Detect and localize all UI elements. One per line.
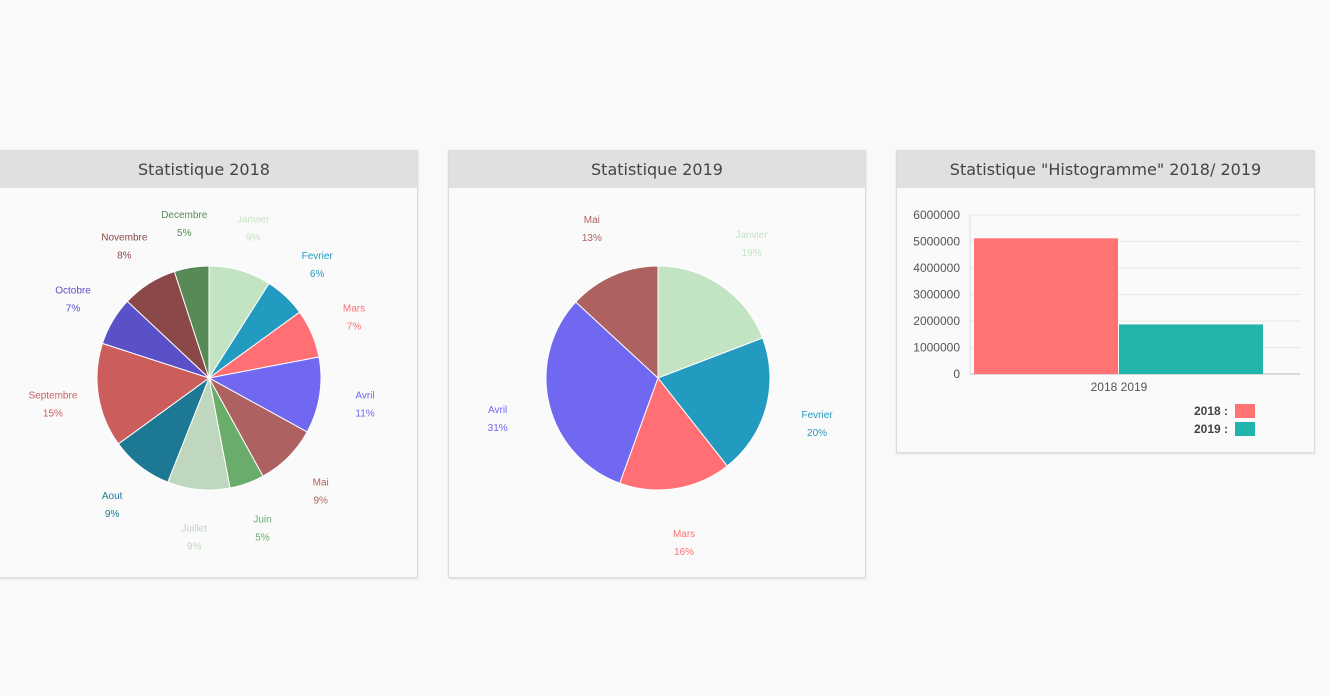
slice-percentage: 9% (187, 541, 202, 552)
slice-label: Septembre (28, 391, 77, 402)
panel-statistique-2019: Statistique 2019 Janvier 19% Fevrier 20% Mar… (448, 150, 866, 578)
slice-label: Fevrier (302, 251, 334, 262)
slice-label: Octobre (55, 286, 91, 297)
slice-percentage: 5% (255, 533, 270, 544)
slice-percentage: 9% (313, 496, 328, 507)
slice-label: Mars (343, 303, 365, 314)
slice-label: Juin (253, 515, 271, 526)
bar-2018[interactable] (974, 238, 1118, 374)
slice-label: Avril (488, 405, 507, 416)
legend-swatch (1235, 422, 1255, 436)
x-category-label: 2018 2019 (1091, 380, 1148, 394)
slice-label: Janvier (735, 230, 768, 241)
slice-percentage: 9% (246, 232, 261, 243)
slice-percentage: 19% (742, 248, 762, 259)
slice-percentage: 16% (674, 547, 694, 558)
slice-percentage: 6% (310, 269, 325, 280)
y-tick-label: 3000000 (913, 288, 960, 302)
slice-label: Mai (313, 478, 329, 489)
y-tick-label: 5000000 (913, 235, 960, 249)
slice-label: Fevrier (801, 410, 833, 421)
y-tick-label: 6000000 (913, 208, 960, 222)
slice-percentage: 20% (807, 428, 827, 439)
panel-histogramme: Statistique "Histogramme" 2018/ 2019 0 10… (896, 150, 1315, 453)
bar-chart-histogramme: 0 1000000 2000000 3000000 4000000 5000000 6000… (913, 208, 1300, 436)
slice-percentage: 15% (43, 409, 63, 420)
legend-swatch (1235, 404, 1255, 418)
pie-chart-2019: Janvier 19% Fevrier 20% Mars 16% Avril 31% Mai 13… (488, 215, 834, 558)
panel-title: Statistique 2019 (449, 151, 865, 188)
slice-label: Mai (584, 215, 600, 226)
pie-chart-2018: Janvier 9% Fevrier 6% Mars 7% Avril 11% Mai 9% Jui… (28, 210, 374, 552)
pie-slice-fevrier[interactable] (657, 337, 771, 467)
panel-title: Statistique "Histogramme" 2018/ 2019 (897, 151, 1314, 188)
slice-label: Novembre (101, 233, 148, 244)
slice-label: Janvier (237, 214, 270, 225)
slice-label: Avril (355, 391, 374, 402)
slice-percentage: 11% (355, 409, 374, 420)
pie-slice-janvier[interactable] (657, 265, 764, 379)
slice-percentage: 7% (66, 304, 81, 315)
panel-title: Statistique 2018 (0, 151, 417, 188)
slice-percentage: 8% (117, 251, 132, 262)
slice-label: Juillet (181, 523, 207, 534)
slice-percentage: 7% (347, 321, 362, 332)
y-tick-label: 1000000 (913, 341, 960, 355)
pie-slice-avril[interactable] (545, 301, 659, 484)
pie-slice-avril[interactable] (207, 356, 322, 433)
pie-slice-mai[interactable] (575, 265, 659, 380)
panel-statistique-2018: Statistique 2018 Janvier 9% Fevrier 6% Mars 7… (0, 150, 418, 578)
slice-label: Mars (673, 529, 695, 540)
pie-slice-decembre[interactable] (173, 265, 210, 379)
y-tick-label: 4000000 (913, 261, 960, 275)
slice-percentage: 5% (177, 228, 192, 239)
legend-label: 2019 : (1194, 422, 1228, 436)
y-tick-label: 0 (953, 367, 960, 381)
slice-label: Decembre (161, 210, 208, 221)
bar-2019[interactable] (1119, 324, 1263, 374)
pie-slice-septembre[interactable] (96, 342, 211, 445)
slice-percentage: 13% (582, 233, 602, 244)
slice-percentage: 9% (105, 509, 120, 520)
slice-percentage: 31% (488, 423, 508, 434)
legend-label: 2018 : (1194, 404, 1228, 418)
y-tick-label: 2000000 (913, 314, 960, 328)
pie-slice-mars[interactable] (619, 376, 728, 491)
slice-label: Aout (102, 491, 123, 502)
